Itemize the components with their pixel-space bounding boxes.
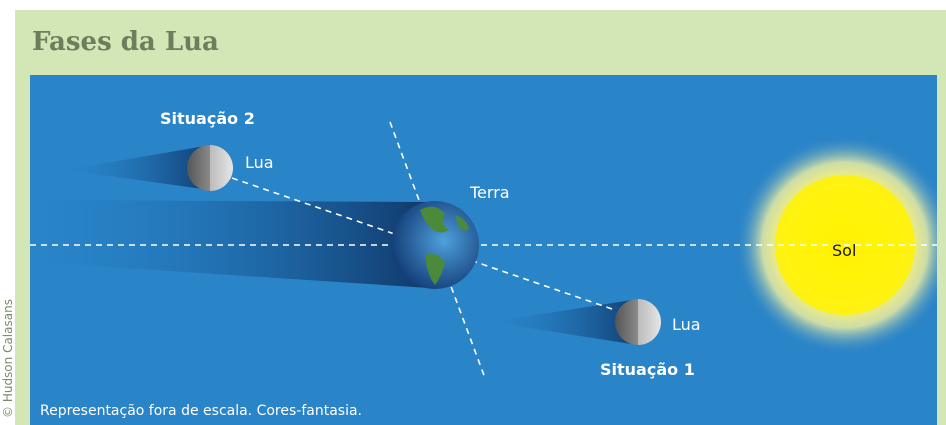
moon [615,299,661,345]
label: Lua [245,153,274,172]
credit: © Hudson Calasans [1,299,15,418]
moon [187,145,233,191]
title: Fases da Lua [32,27,219,57]
label: Terra [469,183,510,202]
label: Situação 2 [160,109,255,128]
label: Situação 1 [600,360,695,379]
caption: Representação fora de escala. Cores-fant… [40,403,362,419]
label: Lua [672,315,701,334]
label: Sol [832,241,856,260]
diagram: Fases da Lua Situação 2 Lua Terra Sol Lu… [0,0,946,425]
